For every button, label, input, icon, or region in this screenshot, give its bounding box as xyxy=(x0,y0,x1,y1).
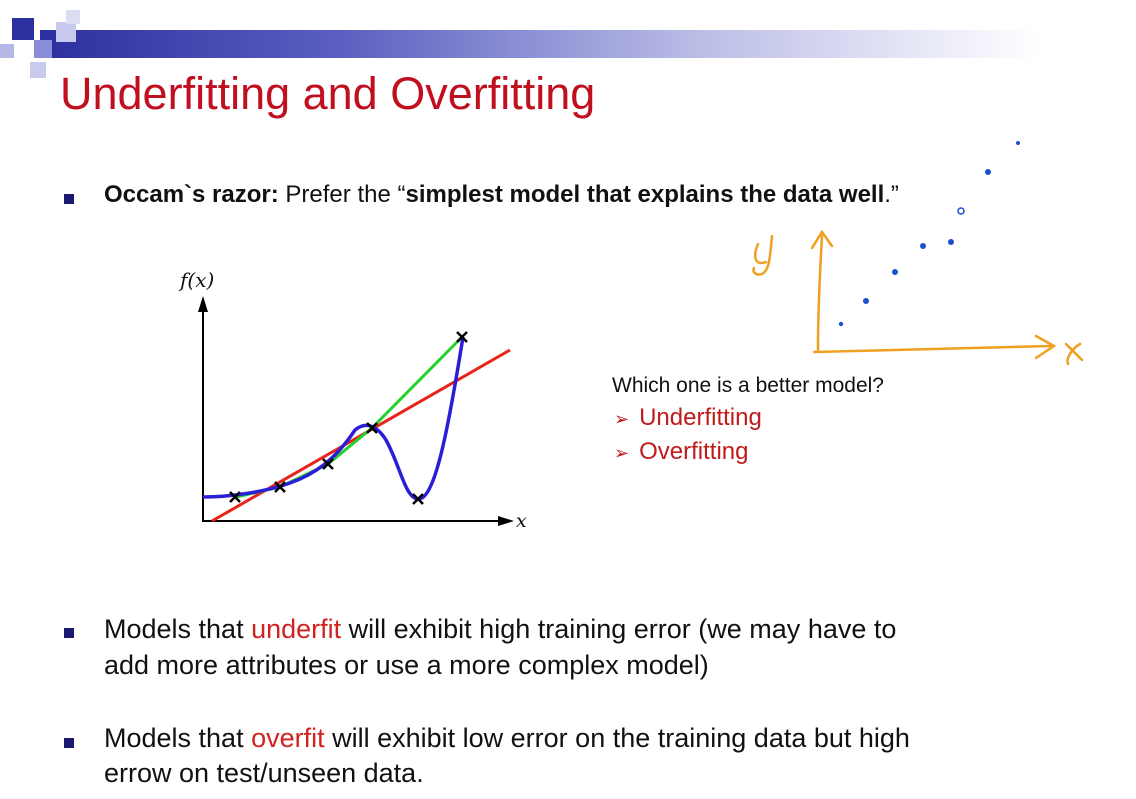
sketch-x-axis xyxy=(812,344,1052,354)
sketch-dot xyxy=(892,269,898,275)
data-point xyxy=(229,491,241,503)
handwritten-sketch xyxy=(752,229,1084,366)
data-point xyxy=(274,481,286,493)
bullet-marker xyxy=(64,738,74,748)
overfit-text-before: Models that xyxy=(104,723,252,753)
sketch-dot xyxy=(948,239,954,245)
option-label: Overfitting xyxy=(639,438,749,465)
arrow-bullet-icon: ➢ xyxy=(614,443,630,463)
sketch-dot xyxy=(985,169,991,175)
decor-square xyxy=(0,44,14,58)
overfit-curve xyxy=(202,336,465,501)
occam-line: Occam`s razor: Prefer the “simplest mode… xyxy=(104,181,899,209)
y-axis-arrow xyxy=(198,296,208,312)
sketch-dots xyxy=(838,141,1020,327)
decor-square xyxy=(56,22,76,42)
overfit-line-2: errow on test/unseen data. xyxy=(104,758,424,788)
overfit-text-after: will exhibit low error on the training d… xyxy=(324,723,910,753)
piecewise-fit-line xyxy=(235,335,464,499)
data-point xyxy=(456,331,468,343)
underfit-text-after: will exhibit high training error (we may… xyxy=(341,614,897,644)
underfit-text-before: Models that xyxy=(104,614,252,644)
occam-emphasis: simplest model that explains the data we… xyxy=(405,181,885,208)
sketch-x-arrow xyxy=(1034,334,1057,360)
sketch-y-letter xyxy=(752,234,774,276)
underfit-keyword: underfit xyxy=(251,614,342,644)
decor-square xyxy=(12,18,34,40)
option-label: Underfitting xyxy=(639,404,762,431)
y-axis-label: f(x) xyxy=(180,268,215,292)
decor-square xyxy=(34,40,52,58)
data-points xyxy=(229,331,468,505)
sketch-dot xyxy=(957,207,965,215)
slide-title: Underfitting and Overfitting xyxy=(60,68,596,119)
bullet-marker xyxy=(64,628,74,638)
option-overfitting: ➢ Overfitting xyxy=(614,438,748,466)
decor-square xyxy=(66,10,80,24)
overfit-line-1: Models that overfit will exhibit low err… xyxy=(104,723,910,754)
data-point xyxy=(366,422,378,434)
bullet-marker xyxy=(64,194,74,204)
overfit-keyword: overfit xyxy=(251,723,325,753)
occam-text-before: Prefer the “ xyxy=(278,181,406,208)
occam-text-after: .” xyxy=(884,181,899,208)
sketch-x-letter xyxy=(1064,342,1084,366)
sketch-dot xyxy=(838,321,844,327)
sketch-y-axis xyxy=(816,234,824,352)
occam-label: Occam`s razor: xyxy=(104,181,279,208)
data-point xyxy=(412,493,424,505)
header-banner xyxy=(40,30,1040,58)
decor-square xyxy=(30,62,46,78)
sketch-dot xyxy=(920,243,926,249)
sketch-y-arrow xyxy=(810,229,834,250)
sketch-dot xyxy=(863,298,869,304)
data-point xyxy=(322,458,334,470)
question-prompt: Which one is a better model? xyxy=(612,374,884,397)
option-underfitting: ➢ Underfitting xyxy=(614,404,762,432)
x-axis-label: x xyxy=(516,510,527,532)
arrow-bullet-icon: ➢ xyxy=(614,409,630,429)
underfit-line-2: add more attributes or use a more comple… xyxy=(104,650,709,680)
x-axis-arrow xyxy=(498,516,514,526)
underfit-line-1: Models that underfit will exhibit high t… xyxy=(104,614,896,645)
sketch-dot xyxy=(1016,141,1020,145)
